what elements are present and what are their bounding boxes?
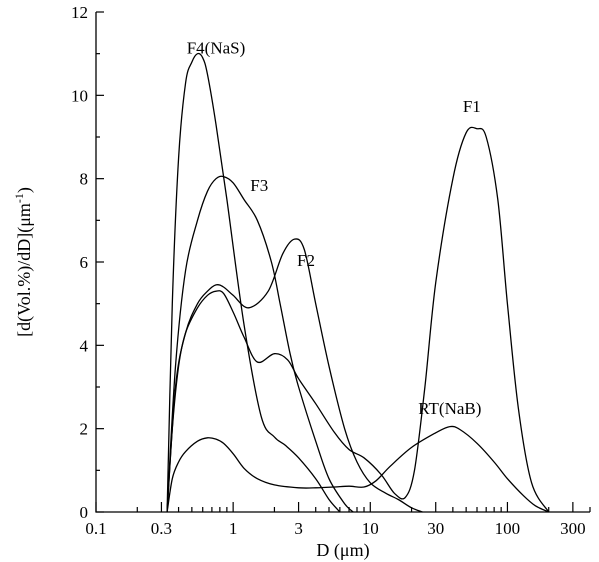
x-tick-label: 300 [560, 519, 586, 538]
y-axis-label: [d(Vol.%)/dD](μm-1) [12, 187, 35, 337]
series-label-f3: F3 [250, 176, 268, 195]
chart-axes [95, 12, 590, 513]
x-tick-label: 0.3 [151, 519, 172, 538]
chart-series [166, 52, 550, 513]
x-axis-label: D (μm) [316, 540, 369, 561]
y-tick-label: 6 [80, 253, 89, 272]
chart-series-labels: F4(NaS) F3 F2 F1 RT(NaB) [187, 39, 482, 418]
y-tick-label: 10 [71, 86, 88, 105]
y-tick-label: 0 [80, 503, 89, 522]
series-line-f3 [166, 175, 354, 513]
y-tick-label: 12 [71, 3, 88, 22]
axis-frame [95, 12, 590, 513]
x-tick-label: 10 [362, 519, 379, 538]
x-tick-label: 3 [294, 519, 303, 538]
series-label-rt-nab: RT(NaB) [418, 399, 481, 418]
x-tick-label: 0.1 [85, 519, 106, 538]
chart-ticks: 0 2 4 6 8 10 12 0.1 0.3 1 3 10 30 100 300 [71, 3, 591, 538]
series-line-f1 [166, 126, 550, 513]
series-line-f4-nas [166, 52, 341, 513]
series-label-f4-nas: F4(NaS) [187, 39, 246, 58]
y-tick-label: 2 [80, 420, 89, 439]
x-tick-label: 1 [229, 519, 238, 538]
series-label-f2: F2 [297, 251, 315, 270]
series-label-f1: F1 [463, 97, 481, 116]
x-tick-label: 30 [427, 519, 444, 538]
x-tick-label: 100 [495, 519, 521, 538]
y-tick-label: 4 [80, 336, 89, 355]
series-line-rt-nab [166, 425, 549, 513]
y-tick-label: 8 [80, 170, 89, 189]
series-line-f2 [166, 238, 423, 513]
